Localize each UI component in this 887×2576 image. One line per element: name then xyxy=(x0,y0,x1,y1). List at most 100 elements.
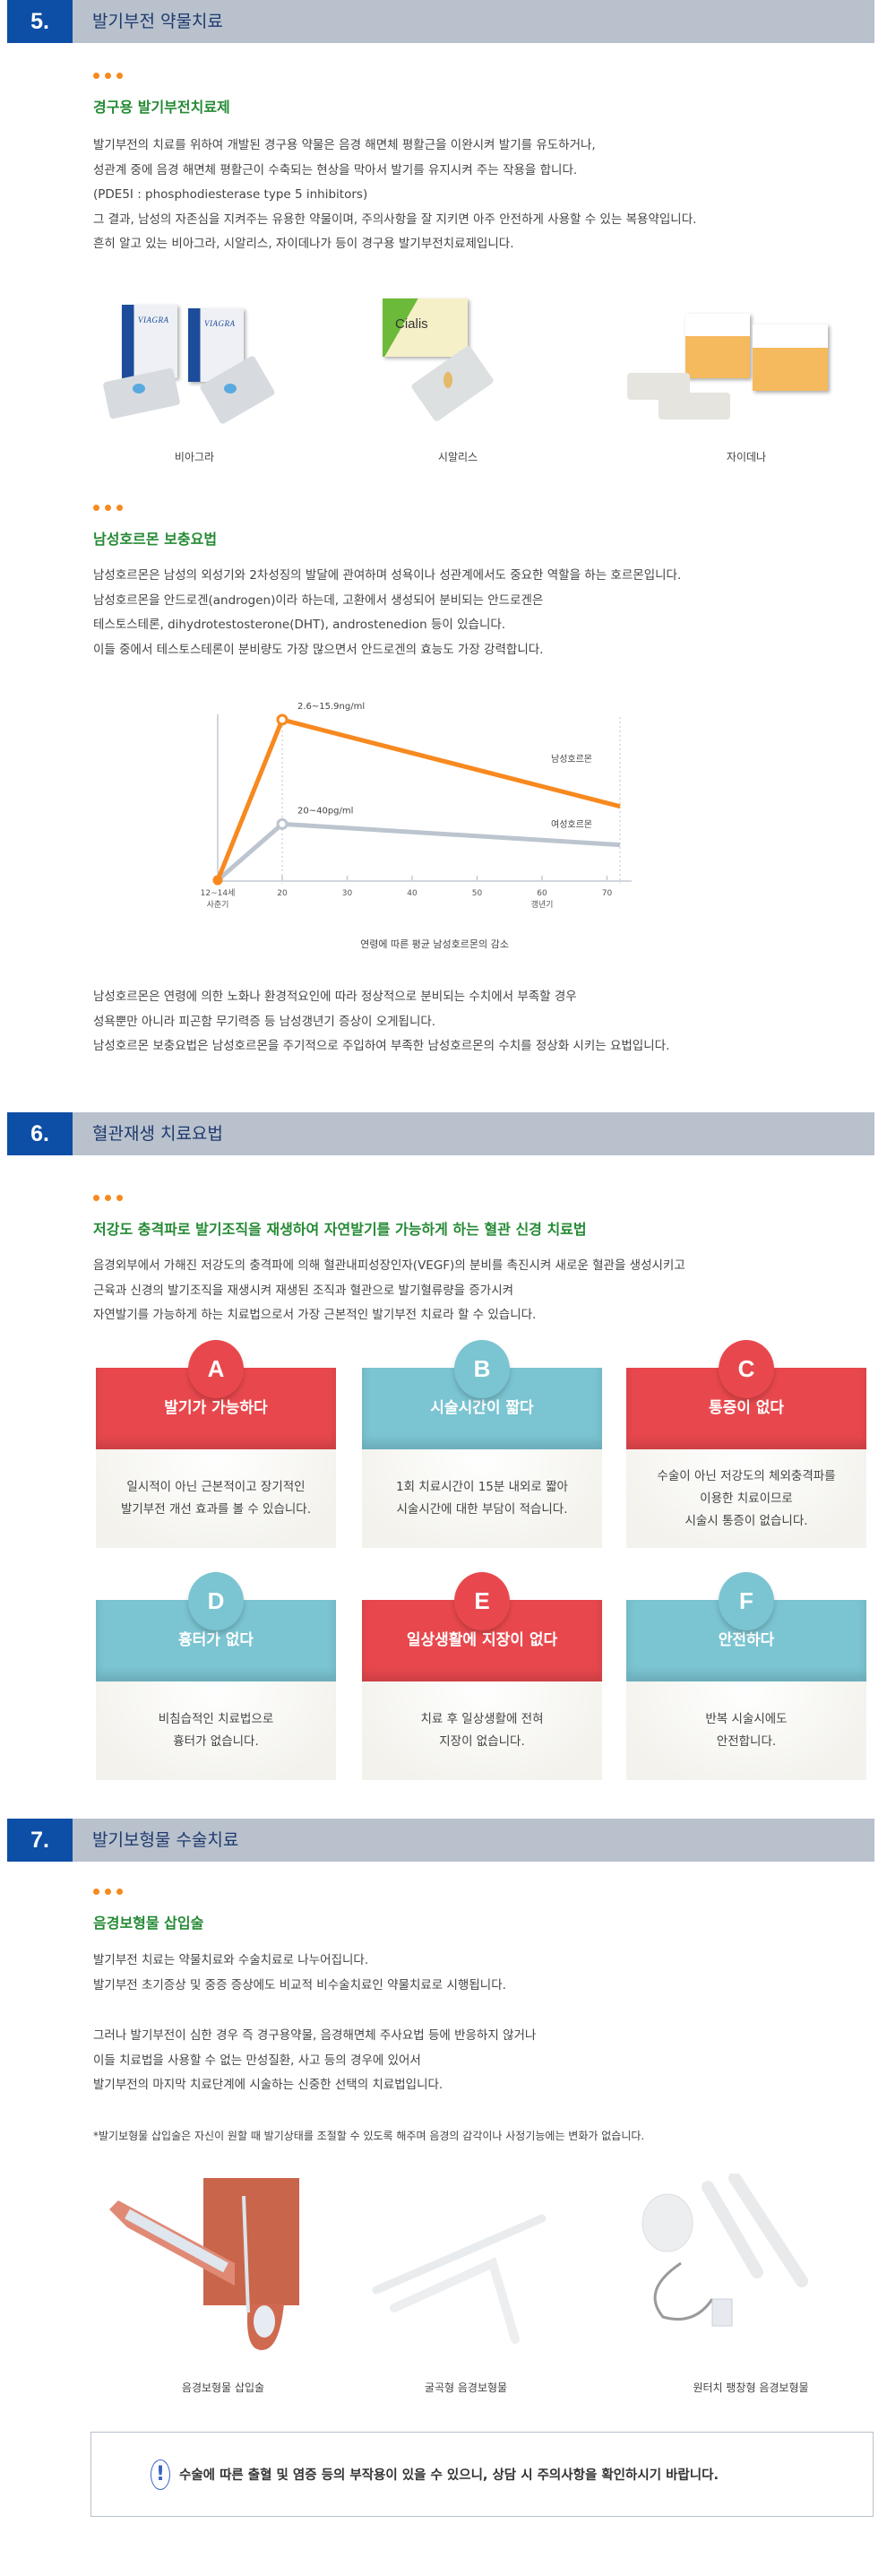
card-text-line: 비침습적인 치료법으로 xyxy=(158,1712,274,1726)
viagra-box-label: VIAGRA xyxy=(204,319,236,328)
text-line: 발기부전 초기증상 및 중증 증상에도 비교적 비수술치료인 약물치료로 시행됩… xyxy=(93,1977,506,1993)
card-title: 흉터가 없다 xyxy=(177,1631,254,1649)
caution-notice: ! 수술에 따른 출혈 및 염증 등의 부작용이 있을 수 있으니, 상담 시 … xyxy=(90,2432,874,2517)
hormone-after-text: 남성호르몬은 연령에 의한 노화나 환경적요인에 따라 정상적으로 분비되는 수… xyxy=(93,985,669,1059)
text-line: 발기부전의 마지막 치료단계에 시술하는 신중한 선택의 치료법입니다. xyxy=(93,2078,444,2093)
exclamation-icon: ! xyxy=(151,2459,170,2490)
cialis-image: Cialis xyxy=(381,298,542,423)
section-6-header: 6. 혈관재생 치료요법 xyxy=(7,1112,874,1155)
viagra-box: VIAGRA xyxy=(122,305,177,378)
x-tick-sublabel: 갱년기 xyxy=(531,900,554,910)
series-label: 남성호르몬 xyxy=(551,754,592,765)
card-text-line: 반복 시술시에도 xyxy=(705,1712,788,1726)
feature-card-f: 안전하다 F 반복 시술시에도 안전합니다. xyxy=(626,1572,866,1780)
text-line: 성관계 중에 음경 해면체 평활근이 수축되는 현상을 막아서 발기를 유지시켜… xyxy=(93,162,578,177)
semi-rigid-implant-image xyxy=(372,2214,547,2344)
text-line: 테스토스테론, dihydrotestosterone(DHT), andros… xyxy=(93,618,506,633)
card-title: 일상생활에 지장이 없다 xyxy=(406,1631,558,1649)
card-title: 시술시간이 짧다 xyxy=(430,1399,534,1417)
text-line: 남성호르몬 보충요법은 남성호르몬을 주기적으로 주입하여 부족한 남성호르몬의… xyxy=(93,1039,670,1054)
hormone-text: 남성호르몬은 남성의 외성기와 2차성징의 발달에 관여하며 성욕이나 성관계에… xyxy=(93,564,681,662)
text-line: 이들 치료법을 사용할 수 없는 만성질환, 사고 등의 경우에 있어서 xyxy=(93,2053,421,2068)
card-letter-badge: C xyxy=(719,1340,774,1398)
card-text-line: 흉터가 없습니다. xyxy=(173,1734,259,1749)
card-text-line: 발기부전 개선 효과를 볼 수 있습니다. xyxy=(120,1502,312,1517)
caption-cialis: 시알리스 xyxy=(437,451,478,463)
series-label: 여성호르몬 xyxy=(551,819,592,830)
text-line: 발기부전의 치료를 위하여 개발된 경구용 약물은 음경 해면체 평활근을 이완… xyxy=(93,138,596,152)
text-line: 성욕뿐만 아니라 피곤함 무기력증 등 남성갱년기 증상이 오게됩니다. xyxy=(93,1014,436,1029)
text-line: 음경외부에서 가해진 저강도의 충격파에 의해 혈관내피성장인자(VEGF)의 … xyxy=(93,1258,685,1273)
text-line: 흔히 알고 있는 비아그라, 시알리스, 자이데나가 등이 경구용 발기부전치료… xyxy=(93,237,514,252)
card-text-line: 1회 치료시간이 15분 내외로 짧아 xyxy=(396,1480,568,1494)
implant-note: *발기보형물 삽입술은 자신이 원할 때 발기상태를 조절할 수 있도록 해주며… xyxy=(93,2130,645,2142)
viagra-image: VIAGRA VIAGRA xyxy=(102,305,285,426)
series-line-male xyxy=(215,717,621,881)
text-line: 발기부전 치료는 약물치료와 수술치료로 나누어집니다. xyxy=(93,1953,369,1967)
text-line: 근육과 신경의 발기조직을 재생시켜 재생된 조직과 혈관으로 발기혈류량을 증… xyxy=(93,1283,514,1298)
card-text-line: 시술시 통증이 없습니다. xyxy=(685,1513,808,1528)
implant-text-b: 그러나 발기부전이 심한 경우 즉 경구용약물, 음경해면체 주사요법 등에 반… xyxy=(93,2024,536,2098)
series-line-female xyxy=(216,821,621,882)
x-tick-label: 30 xyxy=(342,889,353,898)
x-tick-sublabel: 사춘기 xyxy=(207,900,229,910)
zydena-image xyxy=(627,314,833,419)
shockwave-text: 음경외부에서 가해진 저강도의 충격파에 의해 혈관내피성장인자(VEGF)의 … xyxy=(93,1254,685,1328)
subtitle-implant: 음경보형물 삽입술 xyxy=(93,1915,204,1932)
caption-implant-surgery: 음경보형물 삽입술 xyxy=(181,2382,265,2394)
card-text-line: 이용한 치료이므로 xyxy=(700,1491,793,1506)
text-line: 남성호르몬을 안드로겐(androgen)이라 하는데, 고환에서 생성되어 분… xyxy=(93,592,544,608)
x-tick-label: 12~14세 xyxy=(201,888,236,898)
feature-card-c: 통증이 없다 C 수술이 아닌 저강도의 체외충격파를 이용한 치료이므로 시술시 … xyxy=(626,1340,866,1548)
viagra-box-label: VIAGRA xyxy=(138,316,169,324)
section-title: 발기보형물 수술치료 xyxy=(92,1830,239,1850)
implant-text-a: 발기부전 치료는 약물치료와 수술치료로 나누어집니다. 발기부전 초기증상 및… xyxy=(93,1949,506,1998)
peak-label: 20~40pg/ml xyxy=(297,806,353,816)
text-line: 이들 중에서 테스토스테론이 분비량도 가장 많으면서 안드로겐의 효능도 가장… xyxy=(93,642,544,657)
caption-zydena: 자이데나 xyxy=(726,451,767,463)
text-line: (PDE5I : phosphodiesterase type 5 inhibi… xyxy=(93,187,368,203)
card-title: 발기가 가능하다 xyxy=(164,1399,268,1417)
section-number: 6. xyxy=(7,1112,73,1155)
section-5-header: 5. 발기부전 약물치료 xyxy=(7,0,874,43)
card-letter-badge: B xyxy=(454,1340,510,1398)
caption-semi-rigid: 굴곡형 음경보형물 xyxy=(424,2382,508,2394)
data-point xyxy=(276,817,288,830)
oral-drugs-text: 발기부전의 치료를 위하여 개발된 경구용 약물은 음경 해면체 평활근을 이완… xyxy=(93,134,696,257)
viagra-box: VIAGRA xyxy=(188,308,244,382)
card-letter-badge: D xyxy=(188,1572,244,1630)
section-number: 7. xyxy=(7,1819,73,1862)
section-7-header: 7. 발기보형물 수술치료 xyxy=(7,1819,874,1862)
card-title: 안전하다 xyxy=(718,1631,775,1649)
card-text-line: 안전합니다. xyxy=(716,1734,777,1749)
section-number: 5. xyxy=(7,0,73,43)
card-text-line: 치료 후 일상생활에 전혀 xyxy=(420,1712,544,1726)
chart-title: 연령에 따른 평균 남성호르몬의 감소 xyxy=(360,938,509,950)
card-text-line: 일시적이 아닌 근본적이고 장기적인 xyxy=(126,1480,306,1494)
subtitle-oral-drugs: 경구용 발기부전치료제 xyxy=(93,99,230,116)
card-text-line: 지장이 없습니다. xyxy=(439,1734,525,1749)
data-point xyxy=(212,875,223,886)
subtitle-shockwave: 저강도 충격파로 발기조직을 재생하여 자연발기를 가능하게 하는 혈관 신경 … xyxy=(93,1221,587,1238)
card-body: 1회 치료시간이 15분 내외로 짧아 시술시간에 대한 부담이 적습니다. xyxy=(362,1449,602,1548)
card-letter-badge: A xyxy=(188,1340,244,1398)
caption-viagra: 비아그라 xyxy=(174,451,215,463)
bullet-dots-icon xyxy=(93,505,123,512)
x-tick-label: 40 xyxy=(407,889,418,898)
x-tick-label: 20 xyxy=(277,889,288,898)
section-title: 혈관재생 치료요법 xyxy=(92,1124,223,1144)
bullet-dots-icon xyxy=(93,1195,123,1202)
card-text-line: 수술이 아닌 저강도의 체외충격파를 xyxy=(657,1468,836,1483)
bullet-dots-icon xyxy=(93,1889,123,1896)
text-line: 남성호르몬은 연령에 의한 노화나 환경적요인에 따라 정상적으로 분비되는 수… xyxy=(93,990,577,1004)
x-tick-label: 50 xyxy=(472,889,483,898)
peak-label: 2.6~15.9ng/ml xyxy=(297,702,365,712)
subtitle-hormone: 남성호르몬 보충요법 xyxy=(93,531,218,548)
